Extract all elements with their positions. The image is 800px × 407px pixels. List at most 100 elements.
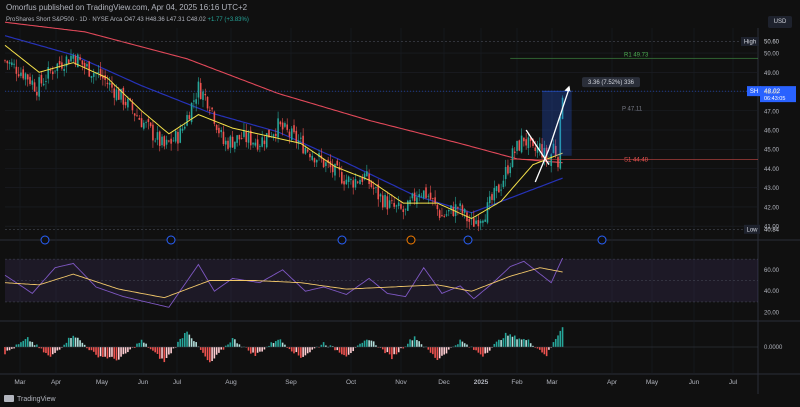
candle-body [539,143,541,150]
macd-bar [320,344,323,347]
candle-body [170,138,172,144]
candle-body [263,140,266,145]
macd-bar [42,347,45,353]
candle-body [163,136,166,147]
candle-body [445,214,448,216]
candle-body [70,55,72,62]
pivot-label: P 47.11 [622,107,643,113]
time-tick-label: May [96,379,109,386]
candle-body [413,192,416,201]
candle-body [45,81,47,83]
time-tick-label: Jun [689,379,700,386]
candle-body [554,145,557,157]
macd-bar [391,347,393,360]
price-tick-label: 45.00 [764,148,780,154]
candle-body [498,184,500,193]
candle-body [473,218,475,227]
macd-bar [15,344,18,347]
tradingview-brand[interactable]: TradingView [4,395,56,403]
candle-body [536,147,539,153]
candle-body [183,126,186,129]
candle-body [256,139,259,150]
candle-body [261,137,263,147]
candle-body [523,137,525,142]
macd-bar [149,347,152,350]
candle-body [172,140,175,142]
candle-body [507,165,509,174]
price-annotations: High 50.60 Low 40.84 R1 49.73 S1 44.48 P 47.11… [5,36,796,245]
candle-body [259,146,261,147]
macd-bar [11,347,13,349]
candle-body [370,181,373,188]
macd-bar [63,344,65,347]
candle-body [420,195,423,197]
measure-box [542,91,572,156]
candle-body [36,91,38,96]
macd-bar [234,339,236,347]
macd-bar [204,347,207,357]
macd-bar [108,347,111,358]
rsi-tick-label: 60.00 [764,268,780,274]
candle-body [215,124,218,130]
macd-bar [206,347,209,361]
macd-bar [209,347,211,363]
macd-bar [297,347,300,356]
candle-body [329,161,332,168]
candle-body [441,215,443,217]
macd-tick-label: 0.0000 [764,345,783,351]
rsi-tick-label: 20.00 [764,311,780,317]
sma-long-line [4,21,563,164]
candle-body [363,173,366,180]
macd-bar [240,346,243,348]
event-marker-icon [166,235,176,245]
candle-body [199,82,202,100]
candle-body [74,56,77,65]
last-price-box [760,86,796,103]
macd-bar [111,347,113,357]
candle-body [158,131,161,146]
candle-body [391,200,393,202]
time-tick-label: 2025 [474,379,489,386]
macd-bar [377,347,380,348]
macd-bar [541,347,543,353]
macd-bar [26,337,29,347]
macd-bar [518,338,521,347]
macd-bar [432,347,434,355]
macd-bar [413,336,416,347]
candle-body [409,200,411,204]
macd-bar [197,346,200,348]
candle-body [341,172,343,184]
candle-body [459,203,461,207]
macd-bar [457,344,459,347]
candle-body [195,99,197,104]
candle-body [197,81,200,98]
candle-body [20,72,22,76]
macd-bar [418,341,420,347]
macd-bar [441,347,443,356]
macd-bar [529,343,532,347]
macd-bar [552,342,555,347]
time-tick-label: Aug [225,379,237,386]
candle-body [90,76,93,78]
sma-mid-line [4,35,563,214]
candle-body [97,71,100,73]
price-tick-label: 43.00 [764,186,780,192]
macd-bar [482,347,484,357]
candle-body [491,194,493,200]
time-tick-label: Mar [14,379,26,386]
candle-body [393,202,395,207]
macd-bar [40,347,43,349]
macd-bar [215,347,218,355]
candle-body [311,155,314,160]
candle-body [525,139,527,146]
axes: 50.00 49.00 48.00 47.00 46.00 45.00 44.00 43.00… [14,52,783,386]
candles [4,49,564,232]
candle-body [466,212,468,222]
candle-body [129,98,131,101]
header-bar: Omorfus published on TradingView.com, Ap… [0,0,800,14]
macd-bar [539,347,541,350]
candle-body [31,80,34,85]
currency-button[interactable]: USD [768,16,792,28]
candle-body [108,82,111,85]
